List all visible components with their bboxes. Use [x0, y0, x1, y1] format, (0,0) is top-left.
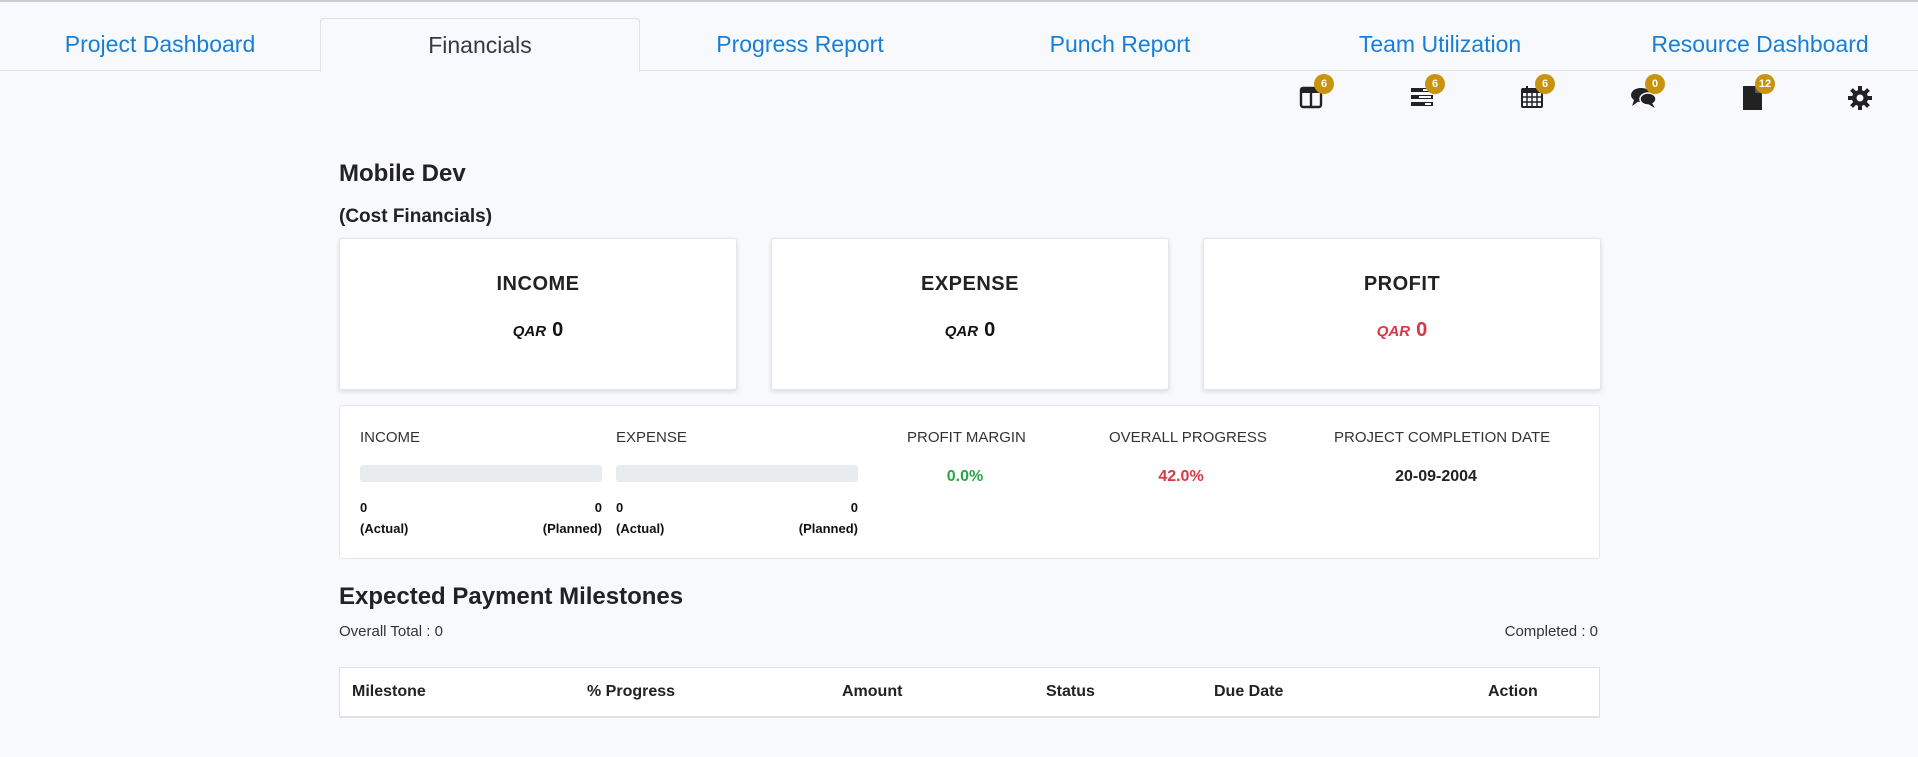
tab-resource-dashboard[interactable]: Resource Dashboard [1651, 31, 1869, 57]
completed-count: Completed : 0 [1504, 623, 1598, 640]
comments-icon [1631, 88, 1657, 108]
profit-margin-label: PROFIT MARGIN [907, 429, 1026, 446]
amount: 0 [984, 319, 996, 341]
currency-label: QAR [944, 323, 979, 340]
file-button[interactable]: 12 [1735, 74, 1775, 116]
card-title: EXPENSE [921, 273, 1019, 295]
card-value: QAR 0 [772, 319, 1168, 342]
amount: 0 [1416, 319, 1428, 341]
tab-punch-report[interactable]: Punch Report [1049, 31, 1191, 57]
badge-count: 0 [1645, 74, 1665, 94]
completion-date-label: PROJECT COMPLETION DATE [1334, 429, 1551, 446]
overall-progress-label: OVERALL PROGRESS [1109, 429, 1267, 446]
column-header-action[interactable]: Action [1488, 683, 1538, 700]
expense-planned-label: (Planned) [798, 521, 858, 536]
badge-count: 6 [1425, 74, 1445, 94]
columns-icon [1299, 86, 1323, 109]
expense-card: EXPENSE QAR 0 [771, 238, 1169, 390]
amount: 0 [552, 319, 564, 341]
financial-summary-panel: INCOME 0 (Actual) 0 (Planned) EXPENSE 0 … [339, 405, 1600, 559]
tasks-button[interactable]: 6 [1405, 74, 1445, 116]
overall-progress-value: 42.0% [1158, 468, 1204, 485]
tab-project-dashboard[interactable]: Project Dashboard [64, 31, 256, 57]
expense-actual-value: 0 [616, 500, 624, 515]
completion-date-value: 20-09-2004 [1395, 468, 1477, 485]
card-title: INCOME [496, 273, 580, 295]
project-title: Mobile Dev [339, 160, 466, 187]
card-value: QAR 0 [340, 319, 736, 342]
badge-count: 12 [1755, 74, 1775, 94]
settings-button[interactable] [1842, 80, 1878, 116]
overall-total: Overall Total : 0 [339, 623, 443, 640]
expense-label: EXPENSE [616, 429, 687, 446]
column-header-amount[interactable]: Amount [842, 683, 903, 700]
column-header-progress[interactable]: % Progress [587, 683, 676, 700]
top-border [0, 0, 1918, 2]
column-header-milestone[interactable]: Milestone [352, 683, 426, 700]
gear-icon [1848, 86, 1872, 110]
currency-label: QAR [1376, 323, 1411, 340]
income-planned-label: (Planned) [542, 521, 602, 536]
tab-bar: Project Dashboard Financials Progress Re… [0, 18, 1918, 72]
income-progress-bar [360, 465, 602, 482]
badge-count: 6 [1535, 74, 1555, 94]
milestones-table-header: Milestone % Progress Amount Status Due D… [339, 667, 1600, 718]
expense-planned-value: 0 [850, 500, 858, 515]
calendar-icon [1521, 86, 1543, 108]
income-card: INCOME QAR 0 [339, 238, 737, 390]
columns-button[interactable]: 6 [1294, 74, 1334, 116]
milestones-title: Expected Payment Milestones [339, 583, 684, 610]
card-value: QAR 0 [1204, 319, 1600, 342]
expense-actual-label: (Actual) [616, 521, 665, 536]
tab-financials[interactable]: Financials [320, 18, 640, 72]
column-header-status[interactable]: Status [1046, 683, 1095, 700]
comments-button[interactable]: 0 [1625, 74, 1665, 116]
currency-label: QAR [512, 323, 547, 340]
income-planned-value: 0 [594, 500, 602, 515]
profit-card: PROFIT QAR 0 [1203, 238, 1601, 390]
income-label: INCOME [360, 429, 420, 446]
tab-team-utilization[interactable]: Team Utilization [1358, 31, 1522, 57]
profit-margin-value: 0.0% [946, 468, 984, 485]
badge-count: 6 [1314, 74, 1334, 94]
tab-progress-report[interactable]: Progress Report [716, 31, 884, 57]
expense-progress-bar [616, 465, 858, 482]
column-header-due-date[interactable]: Due Date [1214, 683, 1284, 700]
project-subtitle: (Cost Financials) [339, 206, 493, 227]
card-title: PROFIT [1363, 273, 1441, 295]
income-actual-value: 0 [360, 500, 368, 515]
calendar-button[interactable]: 6 [1515, 74, 1555, 116]
income-actual-label: (Actual) [360, 521, 409, 536]
